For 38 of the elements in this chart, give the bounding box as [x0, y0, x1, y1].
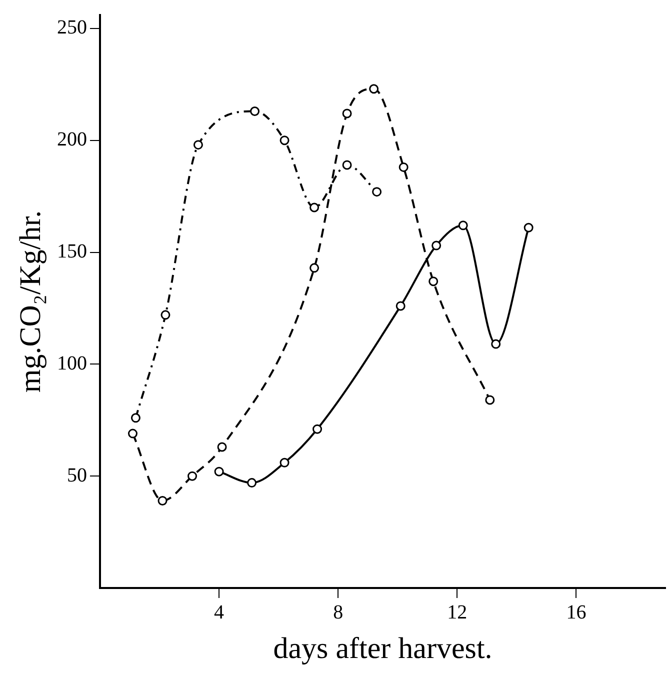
- point: [432, 240, 442, 250]
- point: [524, 222, 534, 232]
- point: [160, 310, 170, 320]
- point: [247, 478, 257, 488]
- point: [458, 220, 468, 230]
- point: [342, 160, 352, 170]
- x-tick-label: 12: [447, 601, 468, 624]
- point: [310, 202, 320, 212]
- point: [280, 458, 290, 468]
- x-tick-label: 16: [566, 601, 586, 624]
- point: [217, 442, 227, 452]
- point: [428, 276, 438, 286]
- point: [188, 471, 198, 481]
- point: [369, 84, 379, 94]
- point: [158, 496, 168, 506]
- point: [312, 424, 322, 434]
- point: [372, 187, 382, 197]
- x-axis-title: days after harvest.: [273, 632, 492, 665]
- point: [250, 106, 260, 116]
- point: [193, 140, 203, 150]
- point: [128, 428, 138, 438]
- x-tick-label: 8: [333, 601, 344, 624]
- y-tick-label: 200: [57, 128, 87, 151]
- point: [130, 413, 140, 423]
- point: [342, 108, 352, 118]
- point: [396, 301, 406, 311]
- y-axis-title: mg.CO₂/Kg/hr.: [14, 210, 47, 393]
- x-tick-label: 4: [214, 601, 224, 624]
- point: [491, 339, 501, 349]
- y-tick-label: 50: [67, 464, 87, 486]
- y-tick-label: 150: [57, 240, 87, 263]
- y-tick-label: 250: [57, 16, 87, 39]
- point: [280, 136, 290, 146]
- point: [398, 162, 408, 172]
- point: [310, 263, 320, 273]
- y-tick-label: 100: [57, 352, 87, 374]
- point: [485, 395, 495, 405]
- point: [214, 466, 224, 476]
